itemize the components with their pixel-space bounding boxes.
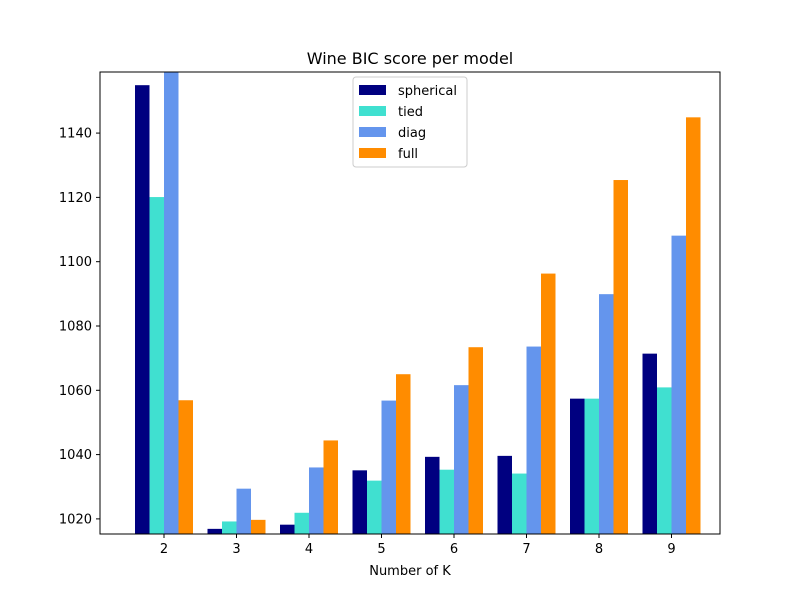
- bar-tied-k6: [439, 469, 454, 534]
- x-axis-label: Number of K: [369, 564, 451, 579]
- bar-diag-k2: [164, 72, 179, 534]
- legend-box: [352, 76, 468, 168]
- legend-label-full: full: [398, 147, 418, 162]
- legend-swatch-full: [359, 148, 386, 158]
- bar-diag-k3: [236, 488, 251, 534]
- bar-spherical-k6: [425, 456, 440, 534]
- x-tick-label: 8: [595, 542, 603, 557]
- bar-tied-k2: [149, 197, 164, 534]
- bar-full-k3: [251, 519, 266, 534]
- legend: spherical tied diag full: [352, 76, 468, 168]
- bar-tied-k9: [657, 387, 672, 534]
- legend-label-spherical: spherical: [398, 84, 457, 99]
- bar-diag-k6: [454, 385, 469, 534]
- chart-title: Wine BIC score per model: [307, 49, 514, 68]
- bar-full-k5: [396, 374, 411, 534]
- x-tick-label: 9: [667, 542, 675, 557]
- y-tick-label: 1100: [59, 255, 92, 270]
- x-tick-label: 6: [450, 542, 458, 557]
- bars-layer: [135, 72, 701, 534]
- bar-diag-k8: [599, 294, 614, 534]
- bar-spherical-k7: [497, 455, 512, 534]
- y-tick-label: 1120: [59, 191, 92, 206]
- y-tick-label: 1140: [59, 127, 92, 142]
- bar-diag-k5: [381, 400, 396, 534]
- legend-label-tied: tied: [398, 105, 423, 120]
- legend-swatch-diag: [359, 127, 386, 137]
- bar-full-k8: [613, 180, 628, 534]
- bar-diag-k4: [309, 467, 324, 534]
- y-tick-label: 1060: [59, 384, 92, 399]
- plot-frame: [99, 71, 721, 535]
- bar-tied-k5: [367, 480, 382, 534]
- bar-spherical-k3: [207, 528, 222, 534]
- y-tick-label: 1080: [59, 319, 92, 334]
- bar-tied-k7: [512, 473, 527, 534]
- x-tick-label: 5: [377, 542, 385, 557]
- bar-full-k4: [323, 440, 338, 534]
- legend-swatch-tied: [359, 106, 386, 116]
- legend-swatch-spherical: [359, 85, 386, 95]
- axes-layer: 1020 1040 1060 1080 1100 1120 1140 2 3 4 5 6 7 8 9: [59, 71, 721, 557]
- bar-spherical-k8: [570, 398, 585, 534]
- legend-label-diag: diag: [398, 126, 426, 141]
- bar-full-k9: [686, 117, 701, 534]
- bar-spherical-k9: [642, 353, 657, 534]
- bar-full-k2: [178, 400, 193, 534]
- bar-diag-k9: [671, 235, 686, 534]
- bar-spherical-k4: [280, 524, 295, 534]
- x-tick-label: 7: [522, 542, 530, 557]
- bar-tied-k3: [222, 521, 237, 534]
- bar-full-k6: [468, 347, 483, 534]
- bar-tied-k8: [584, 398, 599, 534]
- bar-tied-k4: [294, 512, 309, 534]
- bar-diag-k7: [526, 346, 541, 534]
- bar-spherical-k2: [135, 85, 150, 534]
- bar-full-k7: [541, 273, 556, 534]
- x-tick-label: 3: [232, 542, 240, 557]
- y-tick-label: 1040: [59, 448, 92, 463]
- x-tick-label: 4: [305, 542, 313, 557]
- y-tick-label: 1020: [59, 512, 92, 527]
- bar-spherical-k5: [352, 470, 367, 534]
- x-tick-label: 2: [160, 542, 168, 557]
